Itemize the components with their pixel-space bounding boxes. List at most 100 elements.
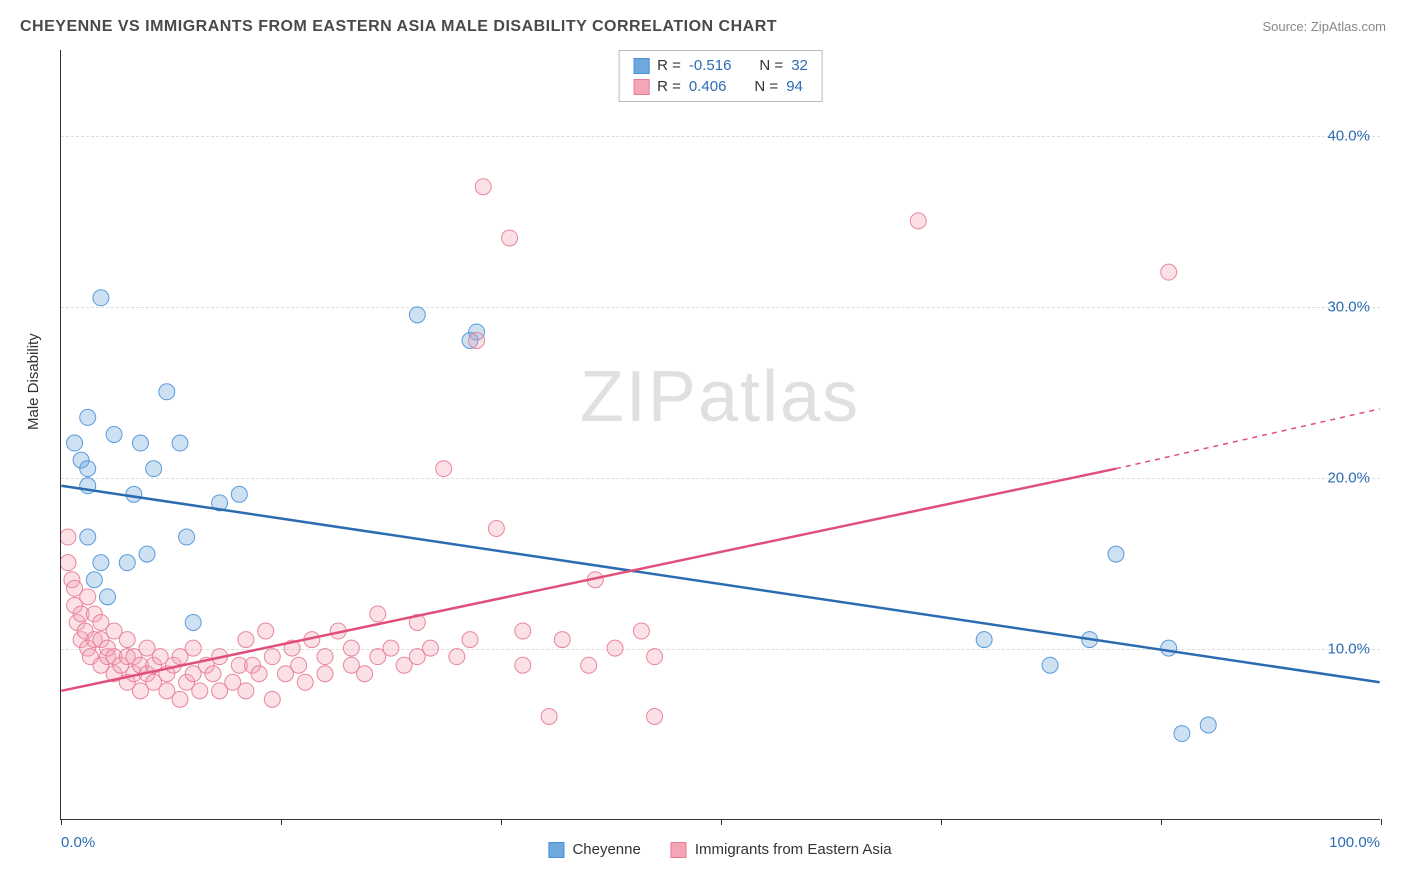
data-point xyxy=(515,623,531,639)
chart-header: CHEYENNE VS IMMIGRANTS FROM EASTERN ASIA… xyxy=(20,18,1386,36)
data-point xyxy=(238,683,254,699)
data-point xyxy=(462,632,478,648)
x-tick-mark xyxy=(501,819,502,825)
data-point xyxy=(409,307,425,323)
data-point xyxy=(139,546,155,562)
n-label: N = xyxy=(754,78,778,95)
data-point xyxy=(1174,726,1190,742)
data-point xyxy=(80,529,96,545)
data-point xyxy=(343,640,359,656)
scatter-svg xyxy=(61,50,1380,819)
cheyenne-swatch-icon xyxy=(548,842,564,858)
data-point xyxy=(910,213,926,229)
data-point xyxy=(554,632,570,648)
x-tick-label: 100.0% xyxy=(1329,834,1380,851)
trend-line-extrapolated xyxy=(1116,409,1380,469)
cheyenne-swatch-icon xyxy=(633,58,649,74)
data-point xyxy=(126,486,142,502)
data-point xyxy=(80,461,96,477)
x-tick-mark xyxy=(61,819,62,825)
data-point xyxy=(436,461,452,477)
cheyenne-r-value: -0.516 xyxy=(689,57,732,74)
correlation-legend: R = -0.516 N = 32 R = 0.406 N = 94 xyxy=(618,50,823,102)
data-point xyxy=(1042,657,1058,673)
data-point xyxy=(469,333,485,349)
legend-row-cheyenne: R = -0.516 N = 32 xyxy=(633,57,808,74)
immigrants-n-value: 94 xyxy=(786,78,803,95)
cheyenne-n-value: 32 xyxy=(791,57,808,74)
data-point xyxy=(172,691,188,707)
data-point xyxy=(80,589,96,605)
legend-item-cheyenne: Cheyenne xyxy=(548,841,640,858)
data-point xyxy=(172,435,188,451)
data-point xyxy=(100,589,116,605)
series-legend: Cheyenne Immigrants from Eastern Asia xyxy=(548,841,891,858)
data-point xyxy=(86,572,102,588)
data-point xyxy=(475,179,491,195)
data-point xyxy=(67,435,83,451)
x-tick-mark xyxy=(281,819,282,825)
x-tick-mark xyxy=(941,819,942,825)
data-point xyxy=(258,623,274,639)
legend-label: Cheyenne xyxy=(572,841,640,858)
data-point xyxy=(607,640,623,656)
immigrants-swatch-icon xyxy=(671,842,687,858)
data-point xyxy=(1108,546,1124,562)
y-axis-label: Male Disability xyxy=(25,333,42,430)
x-tick-mark xyxy=(721,819,722,825)
trend-line xyxy=(61,486,1379,683)
immigrants-r-value: 0.406 xyxy=(689,78,727,95)
data-point xyxy=(1161,640,1177,656)
data-point xyxy=(132,435,148,451)
data-point xyxy=(291,657,307,673)
r-label: R = xyxy=(657,57,681,74)
data-point xyxy=(647,649,663,665)
data-point xyxy=(297,674,313,690)
x-tick-mark xyxy=(1161,819,1162,825)
data-point xyxy=(976,632,992,648)
data-point xyxy=(357,666,373,682)
data-point xyxy=(515,657,531,673)
data-point xyxy=(264,649,280,665)
x-tick-label: 0.0% xyxy=(61,834,95,851)
data-point xyxy=(502,230,518,246)
data-point xyxy=(238,632,254,648)
data-point xyxy=(1161,264,1177,280)
data-point xyxy=(541,708,557,724)
chart-area: ZIPatlas R = -0.516 N = 32 R = 0.406 N =… xyxy=(60,50,1380,820)
data-point xyxy=(159,384,175,400)
data-point xyxy=(185,614,201,630)
immigrants-swatch-icon xyxy=(633,79,649,95)
data-point xyxy=(205,666,221,682)
data-point xyxy=(61,529,76,545)
data-point xyxy=(61,555,76,571)
n-label: N = xyxy=(759,57,783,74)
data-point xyxy=(80,409,96,425)
x-tick-mark xyxy=(1381,819,1382,825)
data-point xyxy=(488,520,504,536)
legend-label: Immigrants from Eastern Asia xyxy=(695,841,892,858)
r-label: R = xyxy=(657,78,681,95)
data-point xyxy=(383,640,399,656)
data-point xyxy=(317,666,333,682)
data-point xyxy=(264,691,280,707)
data-point xyxy=(185,640,201,656)
data-point xyxy=(317,649,333,665)
data-point xyxy=(647,708,663,724)
data-point xyxy=(1200,717,1216,733)
data-point xyxy=(119,632,135,648)
data-point xyxy=(251,666,267,682)
data-point xyxy=(93,290,109,306)
data-point xyxy=(93,555,109,571)
legend-row-immigrants: R = 0.406 N = 94 xyxy=(633,78,808,95)
data-point xyxy=(192,683,208,699)
data-point xyxy=(449,649,465,665)
data-point xyxy=(179,529,195,545)
chart-title: CHEYENNE VS IMMIGRANTS FROM EASTERN ASIA… xyxy=(20,18,777,36)
data-point xyxy=(370,606,386,622)
data-point xyxy=(231,486,247,502)
legend-item-immigrants: Immigrants from Eastern Asia xyxy=(671,841,892,858)
data-point xyxy=(422,640,438,656)
data-point xyxy=(633,623,649,639)
data-point xyxy=(106,427,122,443)
